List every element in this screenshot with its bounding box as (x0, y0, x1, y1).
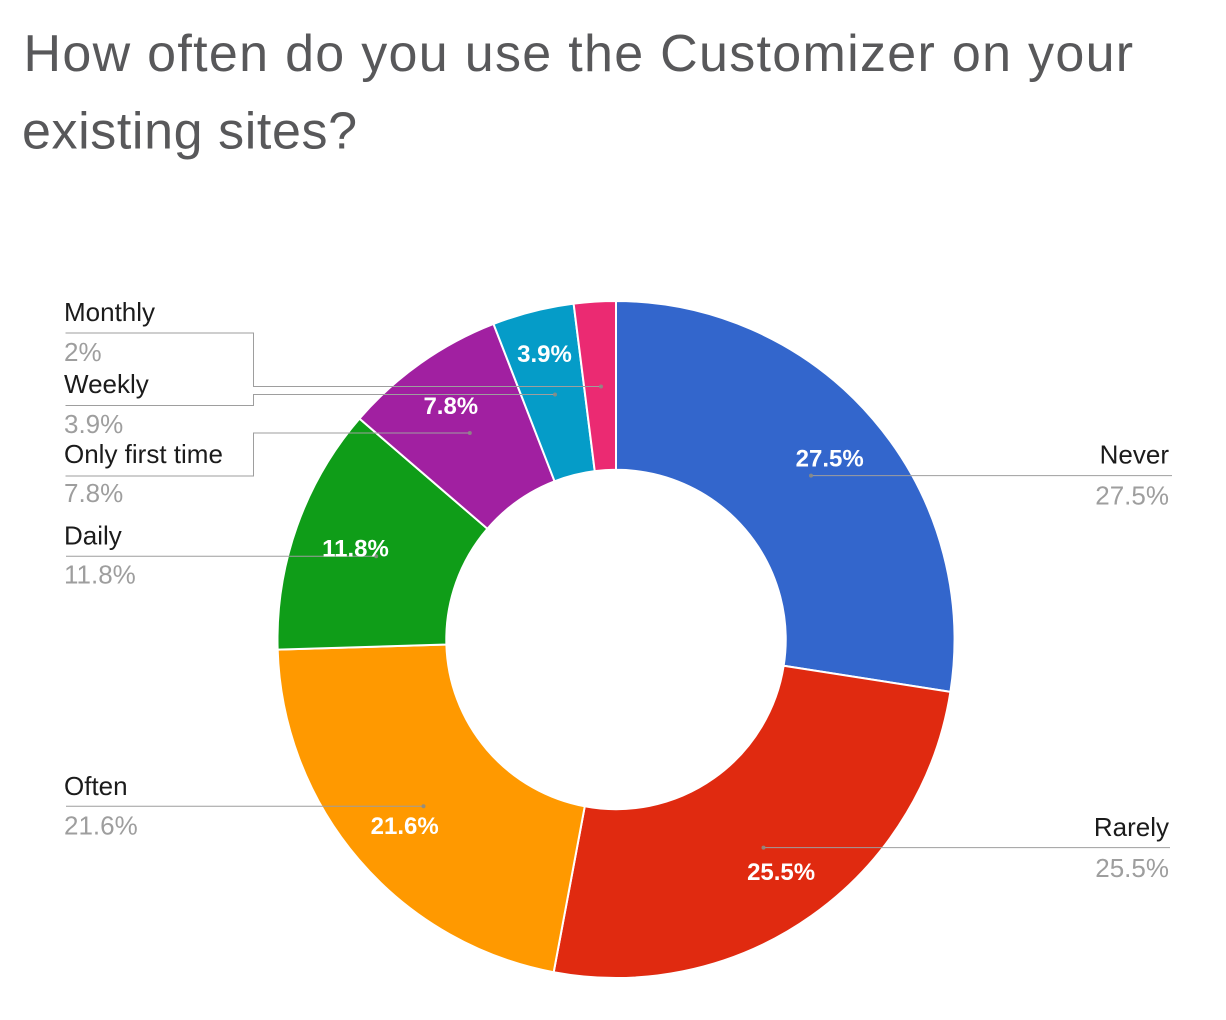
svg-text:2%: 2% (64, 337, 102, 367)
svg-text:How often do you use the Custo: How often do you use the Customizer on y… (24, 25, 1135, 83)
svg-text:25.5%: 25.5% (747, 859, 815, 886)
svg-text:21.6%: 21.6% (64, 811, 138, 841)
svg-text:7.8%: 7.8% (423, 393, 478, 420)
svg-text:Rarely: Rarely (1094, 812, 1169, 842)
svg-text:Weekly: Weekly (64, 369, 149, 399)
svg-text:11.8%: 11.8% (322, 535, 389, 562)
svg-text:21.6%: 21.6% (371, 813, 439, 840)
svg-text:7.8%: 7.8% (64, 478, 123, 508)
svg-text:3.9%: 3.9% (517, 341, 572, 368)
svg-text:Daily: Daily (64, 521, 122, 551)
svg-text:11.8%: 11.8% (64, 560, 136, 590)
svg-text:Monthly: Monthly (64, 297, 155, 327)
svg-text:3.9%: 3.9% (64, 409, 123, 439)
svg-text:existing sites?: existing sites? (22, 102, 358, 160)
svg-text:27.5%: 27.5% (796, 446, 864, 473)
svg-text:Often: Often (64, 771, 128, 801)
svg-text:Only first time: Only first time (64, 439, 223, 469)
svg-text:27.5%: 27.5% (1095, 480, 1169, 510)
svg-text:25.5%: 25.5% (1095, 853, 1169, 883)
svg-text:Never: Never (1100, 439, 1170, 469)
